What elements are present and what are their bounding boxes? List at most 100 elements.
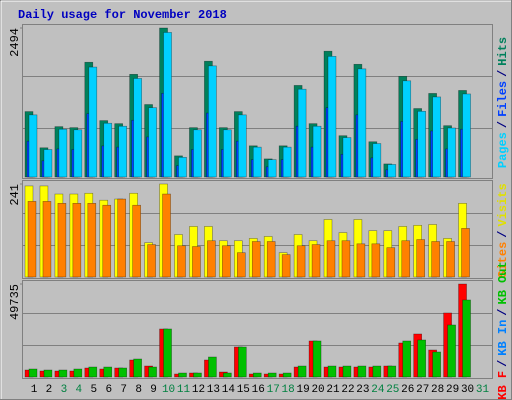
- legend-separator: /: [496, 308, 510, 315]
- x-tick-label: 21: [326, 384, 340, 396]
- bar: [296, 245, 306, 278]
- bar: [327, 365, 337, 378]
- bar: [193, 372, 202, 378]
- x-tick-label: 24: [371, 384, 385, 396]
- x-tick-label: 1: [31, 384, 38, 396]
- bar: [222, 245, 231, 278]
- bar: [88, 66, 98, 178]
- x-tick-label: 23: [356, 384, 369, 396]
- bar: [401, 240, 411, 278]
- bar: [312, 125, 322, 178]
- bar: [342, 365, 352, 378]
- bar: [118, 367, 127, 378]
- y-tick-label: 241: [8, 184, 22, 206]
- bar: [178, 156, 187, 178]
- bar: [102, 204, 112, 278]
- bar: [178, 372, 187, 378]
- bar: [87, 202, 97, 278]
- bar: [88, 366, 98, 378]
- bar: [43, 369, 53, 378]
- bar: [223, 129, 232, 178]
- bar: [282, 372, 292, 378]
- bar: [73, 129, 83, 178]
- bar: [252, 372, 262, 378]
- bar: [27, 201, 37, 278]
- bar: [162, 193, 171, 278]
- bar: [72, 202, 82, 278]
- x-tick-label: 17: [267, 384, 280, 396]
- bar: [387, 365, 397, 378]
- bar: [103, 366, 113, 378]
- x-tick-label: 10: [162, 384, 175, 396]
- bar: [386, 247, 396, 278]
- bar: [133, 78, 142, 178]
- bar: [431, 241, 440, 278]
- bar: [147, 244, 156, 278]
- bar: [387, 164, 397, 178]
- legend-entry: Files: [496, 81, 510, 117]
- bar: [312, 340, 322, 378]
- legend: Sites / Visits: [496, 183, 510, 277]
- bar: [447, 127, 456, 178]
- bar: [297, 365, 307, 378]
- bar: [148, 366, 157, 378]
- bar: [417, 110, 427, 178]
- bar: [207, 240, 216, 278]
- bar: [58, 128, 68, 178]
- x-tick-label: 30: [461, 384, 474, 396]
- legend-separator: /: [496, 231, 510, 238]
- bar: [28, 368, 38, 378]
- bar: [267, 372, 277, 378]
- bar: [73, 368, 83, 378]
- x-tick-label: 25: [386, 384, 399, 396]
- bar: [251, 241, 261, 278]
- bar: [342, 137, 352, 178]
- x-tick-label: 7: [120, 384, 127, 396]
- bar: [28, 114, 38, 178]
- legend-entry: Pages: [496, 132, 510, 168]
- bar: [163, 32, 172, 178]
- x-tick-label: 12: [192, 384, 205, 396]
- x-tick-label: 6: [105, 384, 112, 396]
- x-tick-label: 4: [76, 384, 83, 396]
- bar: [42, 201, 52, 278]
- bar: [341, 240, 351, 278]
- legend-entry: KB In: [496, 320, 510, 356]
- bar: [58, 369, 68, 378]
- bar: [402, 340, 412, 378]
- x-tick-label: 31: [476, 384, 490, 396]
- x-tick-label: 13: [207, 384, 220, 396]
- bar: [311, 244, 321, 278]
- y-tick-label: 49735: [8, 284, 22, 320]
- bar: [223, 372, 232, 378]
- bar: [461, 228, 470, 278]
- bar: [117, 198, 126, 278]
- bar: [356, 243, 366, 278]
- bar: [282, 146, 292, 178]
- legend-separator: /: [496, 121, 510, 128]
- x-tick-label: 15: [237, 384, 250, 396]
- x-tick-label: 5: [90, 384, 97, 396]
- y-tick-label: 2494: [8, 28, 22, 57]
- legend-entry: Hits: [496, 37, 510, 66]
- x-tick-label: 28: [431, 384, 444, 396]
- bar: [266, 241, 276, 278]
- bar: [297, 88, 307, 178]
- bar: [416, 239, 426, 278]
- bar: [357, 68, 367, 178]
- bar: [446, 241, 455, 278]
- bar: [208, 65, 217, 178]
- x-tick-label: 8: [135, 384, 142, 396]
- bar: [327, 56, 337, 178]
- bar: [326, 240, 336, 278]
- bar: [177, 245, 186, 278]
- x-tick-label: 26: [401, 384, 414, 396]
- legend-entry: KB Out: [496, 261, 510, 304]
- legend-separator: /: [496, 360, 510, 367]
- bar: [372, 143, 382, 178]
- bar: [447, 324, 456, 378]
- bar: [357, 365, 367, 378]
- x-tick-label: 3: [61, 384, 68, 396]
- bar: [43, 149, 53, 178]
